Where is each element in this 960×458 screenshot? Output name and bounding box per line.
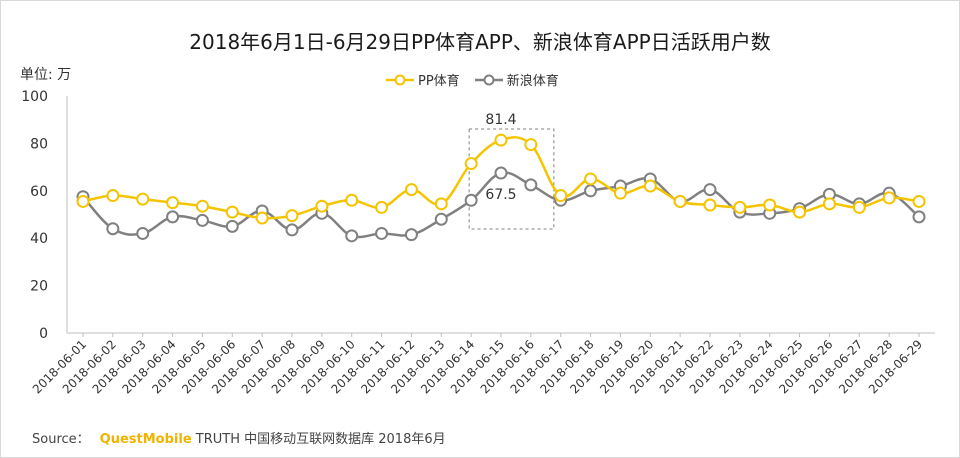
data-point-pp	[554, 189, 568, 203]
data-point-pp	[255, 211, 269, 225]
data-point-pp	[703, 198, 717, 212]
data-point-pp	[285, 209, 299, 223]
data-point-sina	[225, 219, 239, 233]
data-point-sina	[434, 212, 448, 226]
legend-label-pp: PP体育	[418, 74, 460, 89]
y-tick-label: 80	[30, 136, 48, 152]
data-point-sina	[404, 228, 418, 242]
data-point-pp	[643, 179, 657, 193]
data-point-pp	[464, 157, 478, 171]
data-point-pp	[404, 183, 418, 197]
data-point-sina	[703, 183, 717, 197]
data-point-pp	[76, 194, 90, 208]
legend-sina-marker-icon	[474, 74, 503, 85]
data-point-sina	[912, 210, 926, 224]
data-point-sina	[375, 226, 389, 240]
data-point-pp	[584, 172, 598, 186]
data-point-pp	[195, 199, 209, 213]
source-line: Source： QuestMobile TRUTH 中国移动互联网数据库 2018…	[32, 428, 446, 447]
y-tick-label: 100	[21, 89, 48, 105]
data-label: 81.4	[485, 112, 516, 128]
data-point-pp	[106, 189, 120, 203]
data-point-pp	[225, 205, 239, 219]
y-tick-label: 60	[30, 184, 48, 200]
y-unit-label: 单位: 万	[20, 67, 72, 83]
data-point-sina	[136, 226, 150, 240]
data-point-pp	[613, 186, 627, 200]
data-point-pp	[494, 133, 508, 147]
data-point-sina	[464, 193, 478, 207]
data-point-pp	[793, 205, 807, 219]
legend-pp-marker-icon	[386, 74, 414, 85]
data-point-pp	[375, 200, 389, 214]
chart-title: 2018年6月1日-6月29日PP体育APP、新浪体育APP日活跃用户数	[189, 30, 771, 54]
y-tick-label: 20	[30, 279, 48, 295]
data-point-pp	[822, 197, 836, 211]
data-point-sina	[195, 213, 209, 227]
data-label: 67.5	[485, 187, 516, 203]
y-tick-label: 40	[30, 231, 48, 247]
data-point-sina	[285, 223, 299, 237]
data-point-pp	[852, 200, 866, 214]
data-point-pp	[345, 193, 359, 207]
highlight-box	[468, 128, 555, 230]
data-point-pp	[673, 194, 687, 208]
data-point-pp	[524, 138, 538, 152]
legend: PP体育 新浪体育	[385, 70, 559, 89]
source-prefix: Source：	[32, 432, 90, 447]
data-point-sina	[494, 166, 508, 180]
data-point-pp	[912, 194, 926, 208]
data-point-pp	[763, 198, 777, 212]
data-point-pp	[315, 199, 329, 213]
data-point-sina	[584, 184, 598, 198]
data-point-sina	[166, 210, 180, 224]
data-point-pp	[166, 196, 180, 210]
y-tick-label: 0	[39, 326, 48, 342]
data-point-sina	[106, 222, 120, 236]
legend-item-sina: 新浪体育	[474, 70, 559, 89]
source-brand: QuestMobile	[99, 432, 192, 447]
source-rest: TRUTH 中国移动互联网数据库 2018年6月	[195, 432, 446, 447]
data-point-pp	[733, 200, 747, 214]
data-point-pp	[136, 192, 150, 206]
data-point-sina	[524, 178, 538, 192]
data-point-sina	[345, 229, 359, 243]
data-point-pp	[434, 197, 448, 211]
legend-label-sina: 新浪体育	[506, 74, 559, 89]
legend-item-pp: PP体育	[385, 70, 460, 89]
data-point-pp	[882, 191, 896, 205]
